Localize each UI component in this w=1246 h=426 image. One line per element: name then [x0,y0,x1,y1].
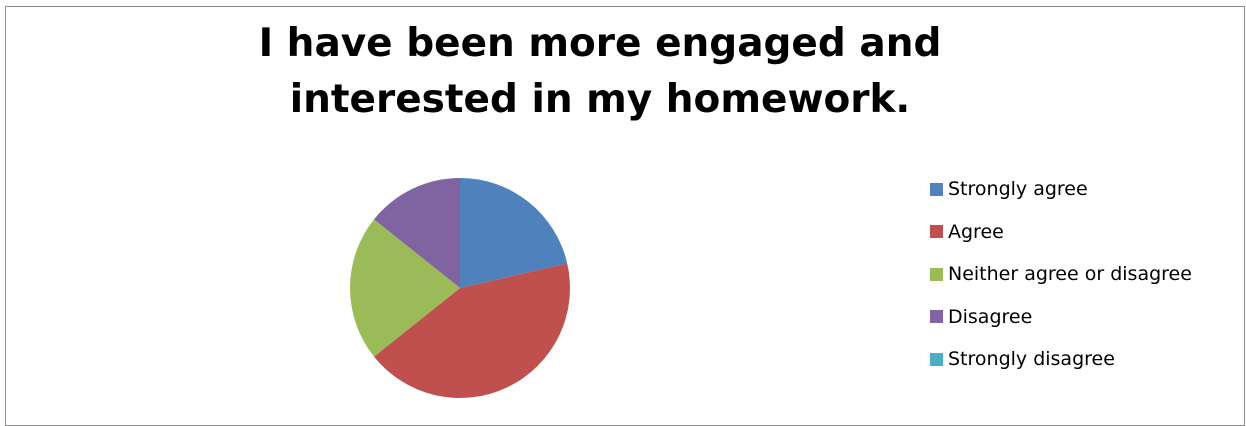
legend-label: Neither agree or disagree [948,263,1192,285]
legend-item-strongly-agree: Strongly agree [930,174,1192,204]
legend-label: Strongly agree [948,178,1088,200]
legend-swatch [930,182,943,196]
legend-item-strongly-disagree: Strongly disagree [930,344,1192,374]
pie-slice-strongly-agree [460,178,568,288]
legend-swatch [930,310,943,323]
legend-label: Agree [948,220,1004,243]
legend-item-disagree: Disagree [930,302,1192,332]
legend-item-neither-agree-or-disagree: Neither agree or disagree [930,259,1192,289]
legend: Strongly agree Agree Neither agree or disa… [930,174,1192,387]
legend-label: Strongly disagree [948,348,1115,370]
legend-swatch [930,225,943,238]
chart-title: I have been more engaged and interested … [258,21,942,122]
chart-area [5,6,1245,426]
pie-slice-neither-agree-or-disagree [349,219,460,357]
legend-item-agree: Agree [930,217,1192,247]
legend-swatch [930,267,943,281]
legend-swatch [930,352,943,366]
pie-slice-disagree [373,178,460,288]
pie-slice-agree [373,263,570,398]
legend-label: Disagree [948,305,1033,328]
